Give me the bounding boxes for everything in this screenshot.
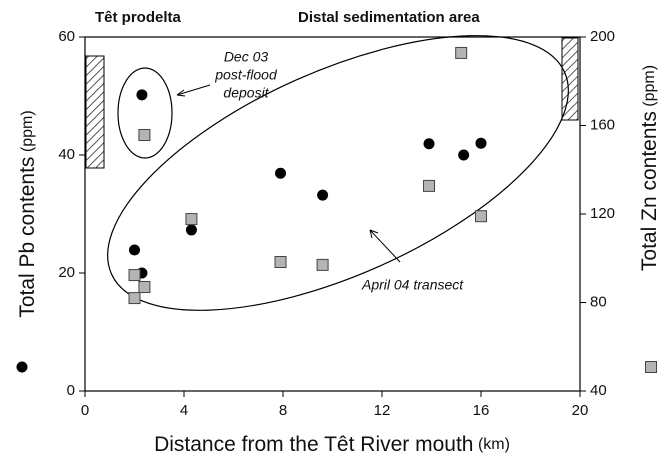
header: Distal sedimentation area — [298, 9, 480, 26]
label-text: Total Pb contents — [16, 157, 39, 318]
label-unit: (km) — [478, 436, 510, 453]
point — [423, 179, 436, 192]
arrow — [369, 229, 401, 263]
x-tick-label: 12 — [374, 402, 391, 419]
point — [317, 189, 329, 201]
y2-tick-label: 200 — [590, 28, 615, 45]
y2-axis-label: Total Zn contents (ppm) — [638, 65, 661, 271]
point — [138, 281, 151, 294]
point — [129, 244, 140, 256]
point — [136, 89, 148, 101]
plot-frame — [84, 36, 581, 392]
point — [475, 137, 487, 149]
annotation: deposit — [223, 85, 269, 101]
x-tick-label: 8 — [279, 402, 287, 419]
hatched-bar — [85, 55, 105, 169]
y2-tick-label: 120 — [590, 205, 615, 222]
point — [423, 138, 435, 150]
point — [274, 256, 287, 269]
arrow-head — [176, 89, 186, 97]
point — [316, 258, 329, 271]
ellipse — [117, 67, 173, 159]
annotation: post-flood — [214, 67, 278, 83]
point — [185, 224, 197, 236]
header: Têt prodelta — [95, 9, 181, 26]
x-axis-label: Distance from the Têt River mouth (km) — [154, 433, 510, 456]
y-tick-label: 60 — [58, 28, 75, 45]
point — [458, 149, 470, 161]
label-text: Distance from the Têt River mouth — [154, 433, 473, 456]
x-tick-label: 20 — [572, 402, 589, 419]
legend-marker — [16, 361, 28, 373]
point — [185, 213, 198, 226]
y2-tick-label: 80 — [590, 293, 607, 310]
point — [138, 129, 151, 142]
hatched-bar — [561, 37, 579, 121]
annotation: April 04 transect — [361, 277, 464, 293]
point — [275, 167, 287, 179]
y-axis-label: Total Pb contents (ppm) — [16, 110, 39, 317]
x-tick-label: 4 — [180, 402, 188, 419]
point — [128, 269, 141, 282]
y-tick-label: 20 — [58, 264, 75, 281]
label-unit: (ppm) — [19, 110, 36, 152]
point — [475, 210, 487, 223]
arrow-head — [369, 229, 379, 239]
y2-tick-label: 160 — [590, 116, 615, 133]
x-tick-label: 16 — [473, 402, 490, 419]
label-text: Total Zn contents — [638, 111, 661, 271]
annotation: Dec 03 — [224, 49, 269, 65]
arrow — [176, 84, 211, 96]
point — [455, 46, 468, 59]
y-tick-label: 0 — [67, 382, 75, 399]
legend-marker — [645, 361, 657, 373]
ellipse — [107, 35, 569, 311]
x-tick-label: 0 — [81, 402, 89, 419]
y-tick-label: 40 — [58, 146, 75, 163]
label-unit: (ppm) — [641, 65, 658, 107]
y2-tick-label: 40 — [590, 382, 607, 399]
point — [128, 292, 141, 305]
